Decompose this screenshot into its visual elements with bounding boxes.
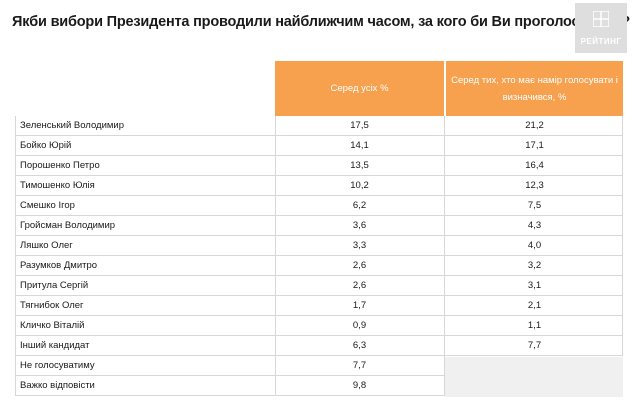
value-decided-voters: 16,4 [525, 160, 544, 171]
value-all-respondents: 14,1 [350, 140, 369, 151]
candidate-name: Інший кандидат [20, 340, 90, 351]
candidate-name: Смешко Ігор [20, 200, 75, 211]
column-divider [275, 116, 276, 396]
value-all-respondents: 17,5 [350, 120, 369, 131]
candidate-name: Разумков Дмитро [20, 260, 98, 271]
value-decided-voters: 3,2 [527, 260, 542, 271]
value-decided-voters: 2,1 [527, 300, 542, 311]
candidate-name: Тимошенко Юлія [20, 180, 95, 191]
value-all-respondents: 9,8 [352, 380, 367, 391]
value-decided-voters: 21,2 [525, 120, 544, 131]
candidate-name: Порошенко Петро [20, 160, 100, 171]
table-row: Притула Сергій 2,6 3,1 [15, 276, 622, 296]
value-decided-voters: 7,7 [527, 340, 542, 351]
table-row: Гройсман Володимир 3,6 4,3 [15, 216, 622, 236]
column-divider [15, 116, 16, 396]
table-row: Разумков Дмитро 2,6 3,2 [15, 256, 622, 276]
table-row: Ляшко Олег 3,3 4,0 [15, 236, 622, 256]
table-row: Тягнибок Олег 1,7 2,1 [15, 296, 622, 316]
value-decided-voters: 7,5 [527, 200, 542, 211]
table-row: Кличко Віталій 0,9 1,1 [15, 316, 622, 336]
candidate-name: Гройсман Володимир [20, 220, 116, 231]
table-row: Не голосуватиму 7,7 [15, 356, 622, 376]
logo-text: РЕЙТИНГ [580, 37, 622, 46]
header-decided-voters: Серед тих, хто має намір голосувати і ви… [446, 61, 623, 116]
value-all-respondents: 3,6 [352, 220, 367, 231]
value-all-respondents: 0,9 [352, 320, 367, 331]
value-decided-voters: 4,0 [527, 240, 542, 251]
table-header: Серед усіх % Серед тих, хто має намір го… [15, 61, 623, 116]
value-decided-voters: 12,3 [525, 180, 544, 191]
value-all-respondents: 6,2 [352, 200, 367, 211]
table-row: Тимошенко Юлія 10,2 12,3 [15, 176, 622, 196]
rating-logo-icon [593, 11, 609, 27]
value-all-respondents: 10,2 [350, 180, 369, 191]
column-divider [622, 116, 623, 356]
table-body: Зеленський Володимир 17,5 21,2 Бойко Юрій 14… [15, 116, 622, 396]
rating-logo: РЕЙТИНГ [575, 3, 627, 53]
table-row: Смешко Ігор 6,2 7,5 [15, 196, 622, 216]
empty-cell-block [445, 357, 623, 397]
candidate-name: Важко відповісти [20, 380, 95, 391]
value-all-respondents: 7,7 [352, 360, 367, 371]
table-row: Бойко Юрій 14,1 17,1 [15, 136, 622, 156]
candidate-name: Ляшко Олег [20, 240, 73, 251]
table-row: Інший кандидат 6,3 7,7 [15, 336, 622, 356]
value-all-respondents: 6,3 [352, 340, 367, 351]
table-row: Зеленський Володимир 17,5 21,2 [15, 116, 622, 136]
candidate-name: Зеленський Володимир [20, 120, 124, 131]
candidate-name: Кличко Віталій [20, 320, 85, 331]
candidate-name: Притула Сергій [20, 280, 89, 291]
results-table: Серед усіх % Серед тих, хто має намір го… [15, 61, 623, 397]
value-all-respondents: 1,7 [352, 300, 367, 311]
candidate-name: Не голосуватиму [20, 360, 95, 371]
value-all-respondents: 3,3 [352, 240, 367, 251]
value-decided-voters: 1,1 [527, 320, 542, 331]
column-divider [444, 116, 445, 396]
value-all-respondents: 2,6 [352, 260, 367, 271]
table-row: Порошенко Петро 13,5 16,4 [15, 156, 622, 176]
value-decided-voters: 3,1 [527, 280, 542, 291]
page-title: Якби вибори Президента проводили найближ… [12, 14, 630, 30]
candidate-name: Бойко Юрій [20, 140, 72, 151]
value-all-respondents: 13,5 [350, 160, 369, 171]
table-row: Важко відповісти 9,8 [15, 376, 622, 396]
value-decided-voters: 4,3 [527, 220, 542, 231]
candidate-name: Тягнибок Олег [20, 300, 84, 311]
header-all-respondents: Серед усіх % [275, 61, 444, 116]
value-decided-voters: 17,1 [525, 140, 544, 151]
value-all-respondents: 2,6 [352, 280, 367, 291]
